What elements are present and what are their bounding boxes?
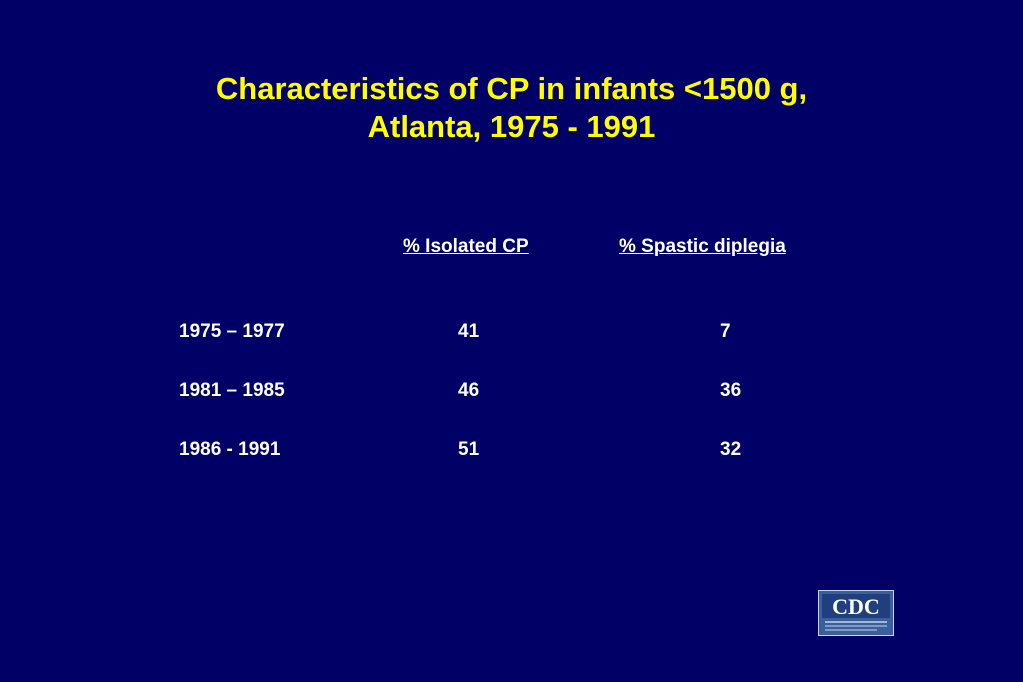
spastic-diplegia-cell: 36 [720,380,742,401]
title-line-1: Characteristics of CP in infants <1500 g… [215,71,808,106]
period-cell: 1986 - 1991 [179,439,281,460]
slide-title: Characteristics of CP in infants <1500 g… [0,70,1023,146]
cdc-logo-icon: CDC [818,590,894,636]
spastic-diplegia-cell: 32 [720,439,742,460]
spastic-diplegia-cell: 7 [720,321,731,342]
isolated-cp-cell: 41 [458,321,480,342]
column-header-isolated-cp: % Isolated CP [403,236,529,257]
isolated-cp-cell: 46 [458,380,480,401]
table-row: 1975 – 1977 41 7 [0,321,1023,347]
svg-text:CDC: CDC [832,594,880,619]
table-row: 1986 - 1991 51 32 [0,439,1023,465]
title-line-2: Atlanta, 1975 - 1991 [367,109,656,144]
column-header-spastic-diplegia: % Spastic diplegia [619,236,786,257]
period-cell: 1981 – 1985 [179,380,285,401]
period-cell: 1975 – 1977 [179,321,285,342]
table-row: 1981 – 1985 46 36 [0,380,1023,406]
isolated-cp-cell: 51 [458,439,480,460]
